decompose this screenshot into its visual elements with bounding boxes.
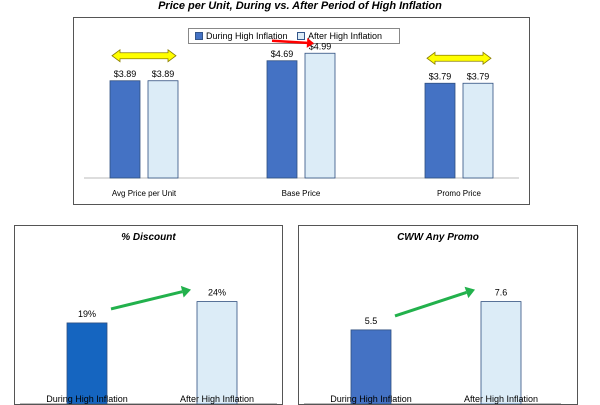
cww-chart-svg: 5.5 During High Inflation 7.6 After High In… — [304, 286, 561, 404]
discount-trend-arrow-line — [110, 290, 183, 311]
data-label-after-high-inflation-base-price: $4.99 — [309, 41, 332, 51]
legend-label-during: During High Inflation — [206, 31, 288, 41]
data-label-after-high-inflation-avg-price-per-unit: $3.89 — [152, 69, 175, 79]
discount-chart-svg: 19% During High Inflation 24% After High In… — [20, 285, 277, 404]
chart-legend: During High Inflation After High Inflati… — [188, 28, 400, 44]
price-chart-svg: $3.89 $3.89 Avg Price per Unit $4.69 $4.99 Ba… — [84, 37, 519, 198]
cww-chart-title: CWW Any Promo — [397, 232, 479, 243]
bar-during-high-inflation-base-price — [266, 60, 298, 179]
price-chart-panel: During High Inflation After High Inflati… — [73, 17, 530, 205]
data-label-after-high-inflation-promo-price: $3.79 — [467, 71, 490, 81]
discount-bar-during-high-inflation — [66, 322, 108, 404]
trend-arrow-head-base-price — [306, 37, 314, 48]
cww-trend-arrow-head — [464, 286, 475, 299]
cww-data-label-during-high-inflation: 5.5 — [365, 316, 378, 326]
data-label-during-high-inflation-base-price: $4.69 — [271, 49, 294, 59]
discount-x-tick-label-after-high-inflation: After High Inflation — [180, 394, 254, 404]
cww-bar-after-high-inflation — [480, 301, 522, 404]
bar-after-high-inflation-avg-price-per-unit — [147, 80, 179, 179]
discount-trend-arrow-head — [180, 285, 191, 298]
discount-bar-after-high-inflation — [196, 301, 238, 404]
bar-after-high-inflation-base-price — [304, 52, 336, 179]
cww-x-tick-label-during-high-inflation: During High Inflation — [330, 394, 412, 404]
cww-x-tick-label-after-high-inflation: After High Inflation — [464, 394, 538, 404]
cww-chart-panel: CWW Any Promo 5.5 During High Inflation 7.… — [298, 225, 578, 405]
legend-swatch-after — [297, 32, 305, 40]
bar-during-high-inflation-promo-price — [424, 82, 456, 179]
discount-data-label-after-high-inflation: 24% — [208, 288, 226, 298]
trend-arrow-line-base-price — [271, 39, 308, 45]
cww-data-label-after-high-inflation: 7.6 — [495, 288, 508, 298]
bar-during-high-inflation-avg-price-per-unit — [109, 80, 141, 179]
legend-item-after: After High Inflation — [297, 31, 382, 41]
cww-trend-arrow-line — [394, 290, 467, 318]
discount-data-label-during-high-inflation: 19% — [78, 309, 96, 319]
legend-label-after: After High Inflation — [308, 31, 383, 41]
legend-swatch-during — [195, 32, 203, 40]
cww-bar-during-high-inflation — [350, 329, 392, 404]
discount-x-tick-label-during-high-inflation: During High Inflation — [46, 394, 128, 404]
legend-item-during: During High Inflation — [195, 31, 288, 41]
data-label-during-high-inflation-avg-price-per-unit: $3.89 — [114, 69, 137, 79]
page-title: Price per Unit, During vs. After Period … — [158, 0, 442, 12]
data-label-during-high-inflation-promo-price: $3.79 — [429, 71, 452, 81]
flat-arrow-promo-price — [426, 51, 492, 66]
discount-chart-title: % Discount — [121, 232, 176, 243]
discount-chart-panel: % Discount 19% During High Inflation 24% Af… — [14, 225, 283, 405]
x-tick-label-base-price: Base Price — [282, 189, 321, 198]
x-tick-label-avg-price-per-unit: Avg Price per Unit — [112, 189, 177, 198]
flat-arrow-avg-price-per-unit — [111, 48, 177, 63]
x-tick-label-promo-price: Promo Price — [437, 189, 482, 198]
bar-after-high-inflation-promo-price — [462, 82, 494, 179]
